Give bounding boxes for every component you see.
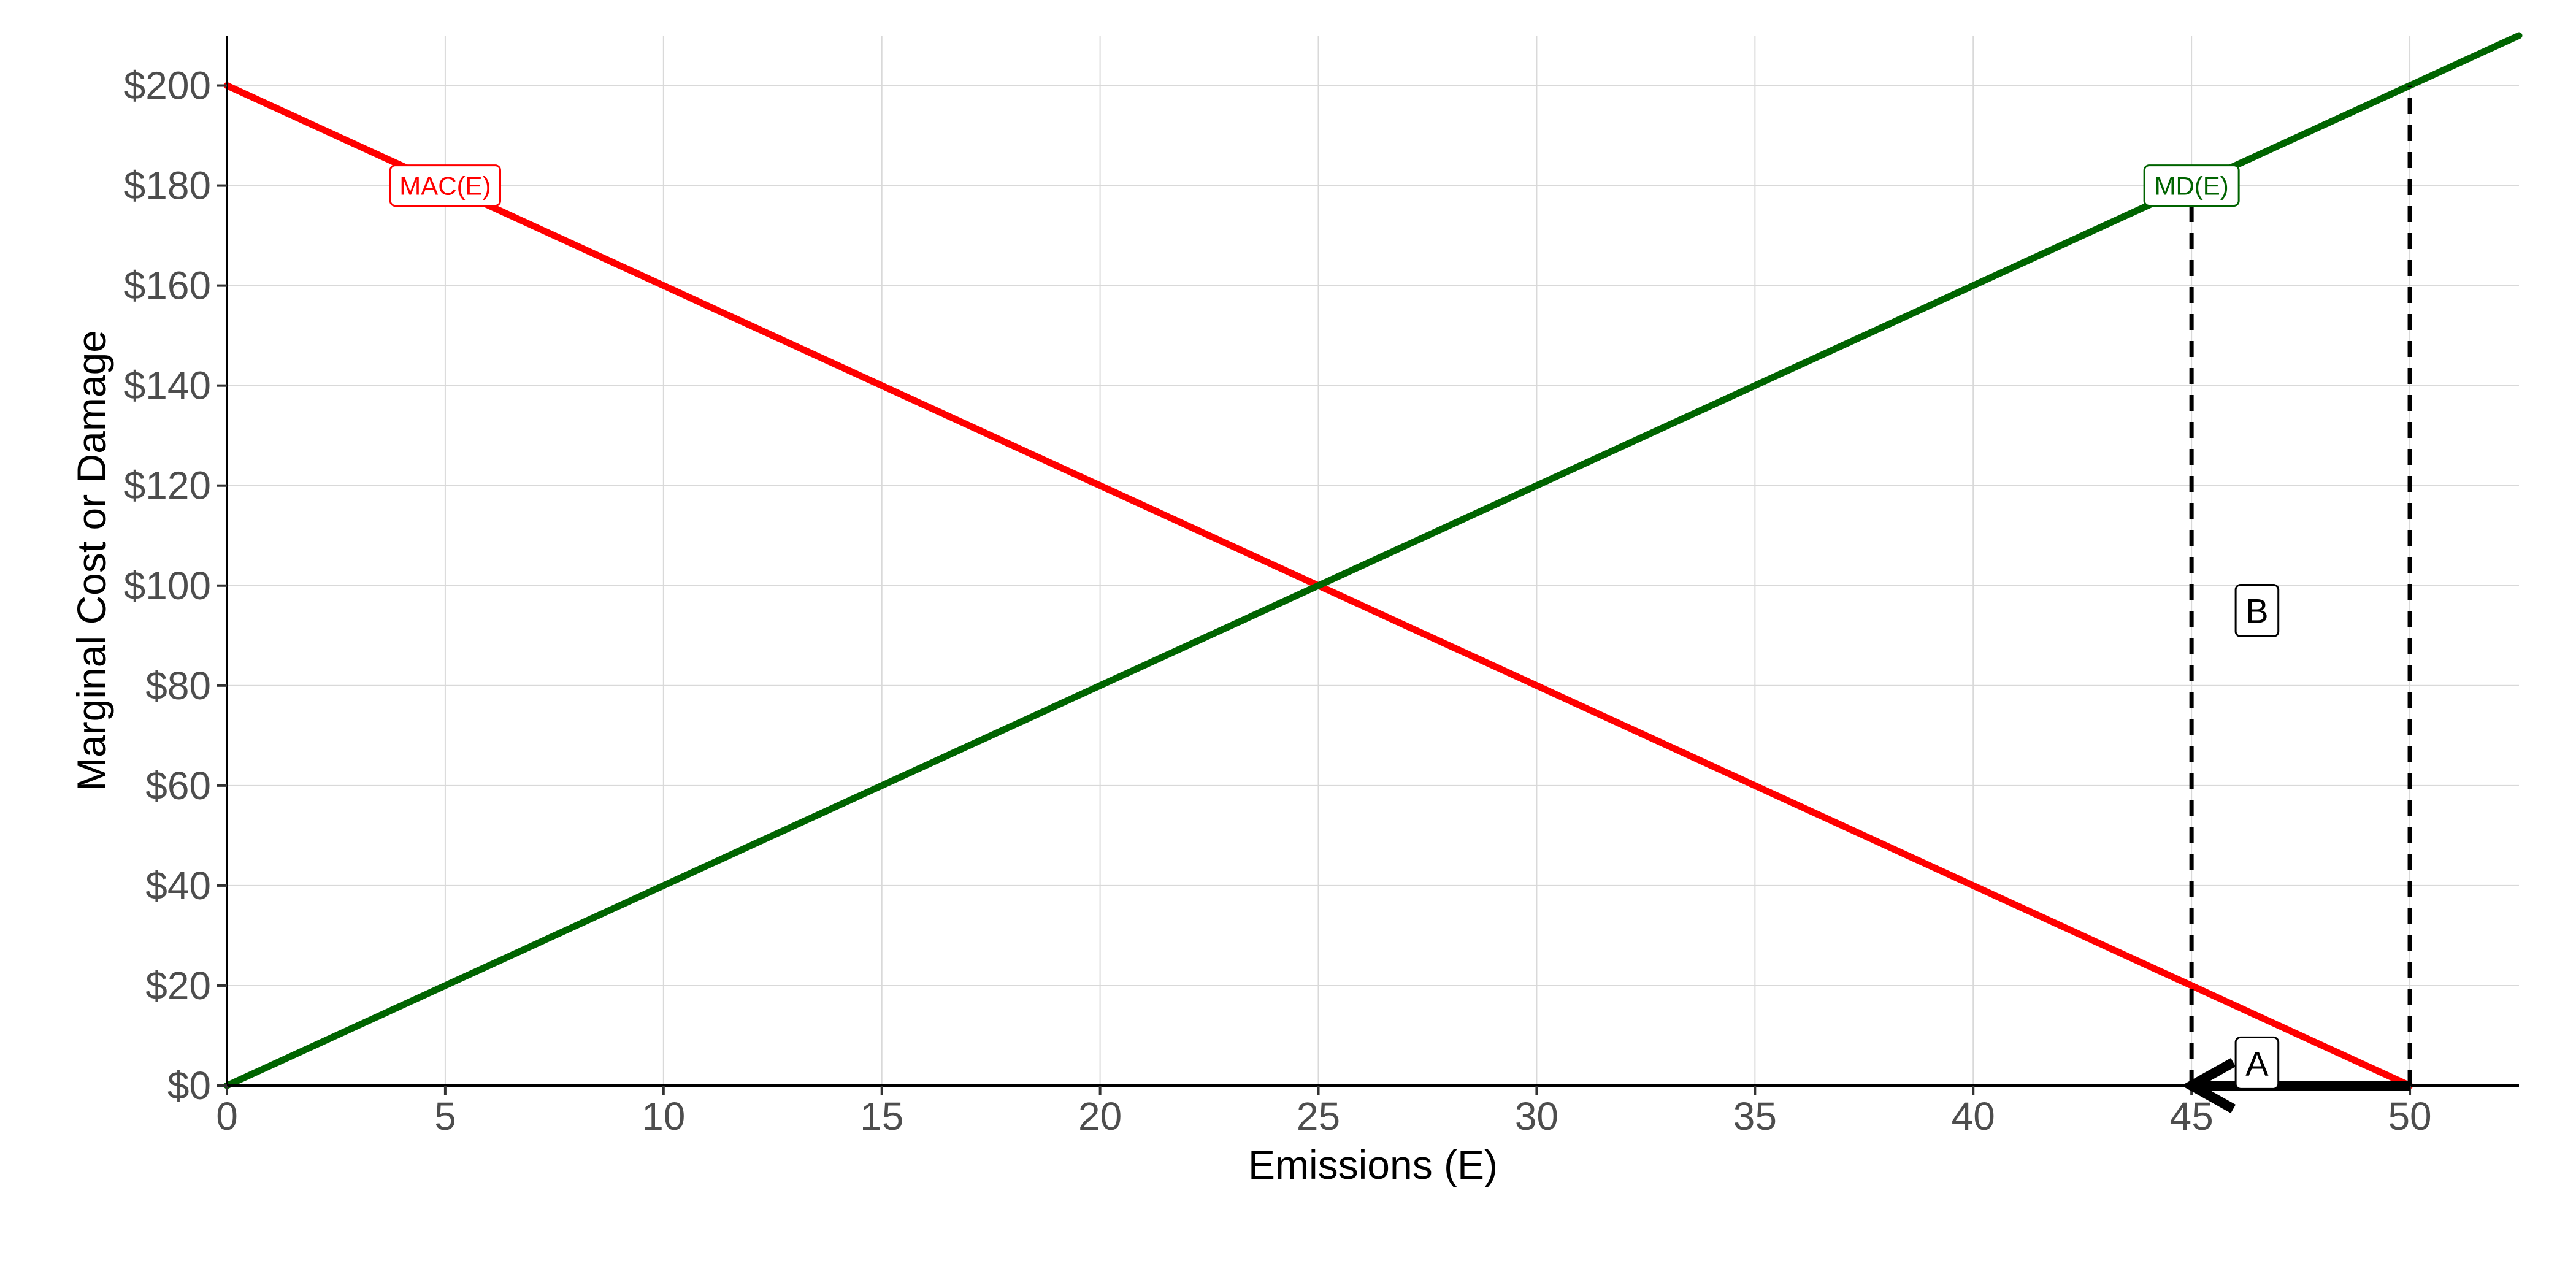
reference-lines-layer: [2189, 85, 2412, 1086]
y-tick-label: $100: [124, 564, 211, 608]
label-md-e: MD(E): [2143, 164, 2240, 207]
x-tick-label: 45: [2170, 1094, 2214, 1138]
annotation-b: B: [2234, 584, 2280, 638]
x-axis-title: Emissions (E): [1248, 1142, 1498, 1187]
x-tick-label: 50: [2388, 1094, 2431, 1138]
axis-layer: 0 5 10 15 20 25 30 35 40 45 50 $0 $20 $40 $60 $80 $100 $1…: [69, 36, 2519, 1187]
arrow-head: [2181, 1058, 2236, 1113]
x-tick-label: 30: [1515, 1094, 1558, 1138]
annotation-b-text: B: [2245, 592, 2268, 631]
label-md-e-text: MD(E): [2154, 172, 2228, 201]
x-tick-label: 10: [642, 1094, 685, 1138]
y-tick-label: $140: [124, 364, 211, 408]
y-tick-label: $20: [145, 964, 211, 1008]
y-tick-label: $200: [124, 64, 211, 108]
x-tick-label: 25: [1297, 1094, 1340, 1138]
label-mac-e-text: MAC(E): [399, 172, 491, 201]
y-tick-label: $180: [124, 164, 211, 208]
series-layer: [223, 32, 2523, 1089]
label-mac-e-box: [389, 164, 502, 207]
annotation-a-box: [2234, 1036, 2280, 1090]
x-tick-label: 20: [1078, 1094, 1122, 1138]
series-line-md-e: [223, 32, 2523, 1089]
x-tick-label: 40: [1952, 1094, 1995, 1138]
y-axis-title: Marginal Cost or Damage: [69, 330, 114, 791]
label-md-e-box: [2143, 164, 2240, 207]
annotation-b-box: [2234, 584, 2280, 638]
y-tick-label: $0: [167, 1064, 211, 1108]
y-tick-label: $60: [145, 764, 211, 808]
y-tick-label: $80: [145, 664, 211, 708]
x-tick-label: 0: [216, 1094, 238, 1138]
x-tick-label: 5: [434, 1094, 456, 1138]
y-tick-label: $40: [145, 864, 211, 908]
x-tick-label: 15: [860, 1094, 903, 1138]
x-tick-label: 35: [1733, 1094, 1777, 1138]
annotation-layer: MAC(E) MD(E) A B: [389, 164, 2410, 1113]
label-mac-e: MAC(E): [389, 164, 502, 207]
y-tick-label: $160: [124, 264, 211, 308]
y-tick-label: $120: [124, 464, 211, 508]
annotation-a: A: [2234, 1036, 2280, 1090]
annotation-a-text: A: [2245, 1044, 2269, 1083]
